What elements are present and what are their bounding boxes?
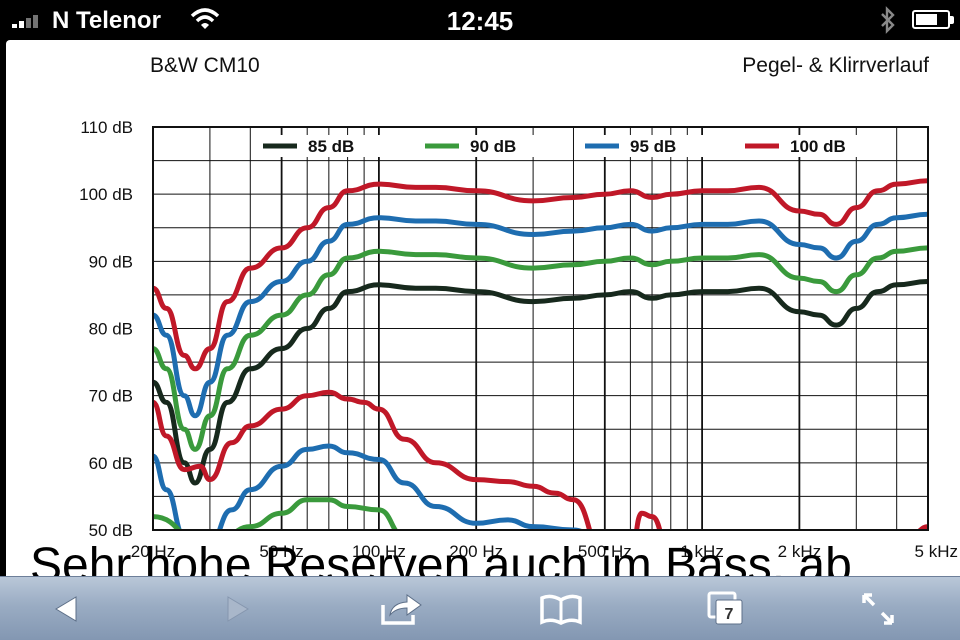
- carrier-name: N Telenor: [52, 7, 161, 34]
- tabs-button[interactable]: 7: [696, 585, 756, 633]
- fullscreen-icon: [862, 593, 894, 625]
- legend-label: 90 dB: [470, 137, 516, 156]
- y-tick-label: 90 dB: [89, 252, 133, 271]
- x-tick-label: 5 kHz: [915, 542, 958, 561]
- share-button[interactable]: [372, 585, 432, 633]
- y-tick-label: 80 dB: [89, 320, 133, 339]
- web-page[interactable]: B&W CM10 Pegel- & Klirrverlauf 85 dB 90 d…: [6, 40, 960, 576]
- x-tick-label: 100 Hz: [352, 542, 406, 561]
- bookmarks-icon: [540, 594, 582, 625]
- x-tick-label: 20 Hz: [131, 542, 175, 561]
- y-tick-label: 100 dB: [79, 185, 133, 204]
- y-tick-label: 60 dB: [89, 454, 133, 473]
- legend-label: 95 dB: [630, 137, 676, 156]
- forward-arrow-icon: [227, 596, 249, 622]
- x-tick-label: 1 kHz: [680, 542, 723, 561]
- curve-95-db: [153, 211, 928, 419]
- y-tick-label: 110 dB: [80, 118, 133, 137]
- clock: 12:45: [446, 6, 514, 36]
- browser-toolbar: 7: [0, 576, 960, 640]
- back-arrow-icon: [55, 596, 77, 622]
- x-tick-label: 500 Hz: [578, 542, 632, 561]
- chart-title: B&W CM10: [150, 54, 260, 77]
- curve-85-db: [153, 279, 928, 486]
- distortion-curve-4: [153, 389, 928, 530]
- legend-bg: [739, 135, 867, 157]
- chart-subtitle: Pegel- & Klirrverlauf: [742, 54, 929, 77]
- legend-bg: [257, 135, 385, 157]
- x-tick-label: 2 kHz: [778, 542, 821, 561]
- status-bar: N Telenor 12:45: [0, 0, 960, 40]
- y-tick-label: 70 dB: [89, 387, 133, 406]
- distortion-curve-5: [153, 443, 585, 530]
- frequency-response-chart: B&W CM10 Pegel- & Klirrverlauf 85 dB 90 d…: [79, 54, 958, 561]
- tab-count: 7: [725, 606, 734, 623]
- article-body-text: Sehr hohe Reserven auch im Bass, ab: [30, 539, 852, 576]
- back-button[interactable]: [36, 585, 96, 633]
- curve-100-db: [153, 178, 928, 372]
- distortion-curve-6: [153, 497, 399, 530]
- signal-strength-icon: [12, 14, 38, 28]
- legend-bg: [419, 135, 547, 157]
- bookmarks-button[interactable]: [531, 585, 591, 633]
- web-content[interactable]: B&W CM10 Pegel- & Klirrverlauf 85 dB 90 d…: [0, 40, 960, 576]
- legend-bg: [579, 135, 707, 157]
- legend-label: 85 dB: [308, 137, 354, 156]
- plot-frame: [152, 126, 929, 531]
- legend-label: 100 dB: [790, 137, 846, 156]
- chart-axes: 110 dB 100 dB 90 dB 80 dB 70 dB 60 dB 50 dB 20 …: [79, 118, 958, 561]
- fullscreen-button[interactable]: [848, 585, 908, 633]
- chart-grid: [152, 126, 929, 531]
- forward-button[interactable]: [208, 585, 268, 633]
- curve-90-db: [153, 245, 928, 452]
- chart-curves: [153, 178, 928, 530]
- x-tick-label: 200 Hz: [449, 542, 503, 561]
- share-icon: [381, 594, 422, 625]
- y-tick-label: 50 dB: [89, 521, 133, 540]
- x-tick-label: 50 Hz: [259, 542, 303, 561]
- wifi-icon: [190, 8, 220, 29]
- tabs-icon: 7: [707, 591, 743, 625]
- battery-icon: [912, 10, 954, 29]
- bluetooth-icon: [881, 6, 895, 34]
- chart-legend: 85 dB 90 dB 95 dB 100 dB: [257, 135, 867, 157]
